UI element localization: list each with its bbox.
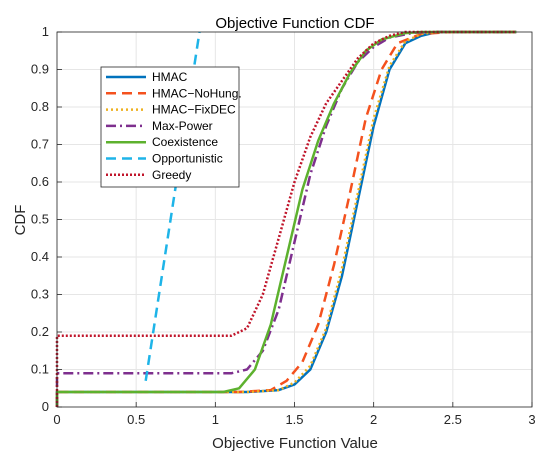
y-tick-label: 0 [42, 399, 49, 414]
series-line-coexistence [55, 30, 517, 407]
y-tick-label: 0.4 [31, 249, 49, 264]
x-tick-label: 1 [212, 412, 219, 427]
x-tick-label: 3 [528, 412, 535, 427]
x-tick-label: 0 [53, 412, 60, 427]
y-axis-label: CDF [12, 205, 29, 236]
legend-label: Max-Power [152, 119, 213, 133]
x-tick-label: 0.5 [127, 412, 145, 427]
legend-label: HMAC−FixDEC [152, 103, 236, 117]
x-tick-label: 1.5 [285, 412, 303, 427]
y-tick-label: 0.7 [31, 137, 49, 152]
series-line-hmac-nohung [55, 30, 517, 407]
series-line-greedy [55, 30, 517, 407]
ticks: 0 0.5 1 1.5 2 2.5 3 0 0.1 0.2 0.3 0.4 0.5 0.6 0.7 0.8 0.… [31, 24, 536, 427]
y-tick-label: 0.3 [31, 287, 49, 302]
legend-box [100, 66, 240, 188]
y-tick-label: 0.9 [31, 62, 49, 77]
y-tick-label: 0.5 [31, 212, 49, 227]
x-tick-label: 2.5 [444, 412, 462, 427]
y-tick-label: 0.8 [31, 99, 49, 114]
y-tick-label: 0.1 [31, 362, 49, 377]
series-layer [55, 30, 517, 407]
legend-label: HMAC−NoHung. [152, 86, 242, 100]
legend-label: Greedy [152, 168, 191, 182]
y-tick-label: 1 [42, 24, 49, 39]
series-line-hmac-fixdec [55, 30, 517, 407]
x-tick-label: 2 [370, 412, 377, 427]
chart-title: Objective Function CDF [215, 15, 374, 32]
legend-label: HMAC [152, 70, 188, 84]
legend: HMAC HMAC−NoHung. HMAC−FixDEC Max-Power Coex… [100, 66, 242, 188]
legend-label: Coexistence [152, 135, 218, 149]
y-tick-label: 0.2 [31, 324, 49, 339]
y-tick-label: 0.6 [31, 174, 49, 189]
legend-label: Opportunistic [152, 152, 223, 166]
x-axis-label: Objective Function Value [212, 435, 378, 452]
